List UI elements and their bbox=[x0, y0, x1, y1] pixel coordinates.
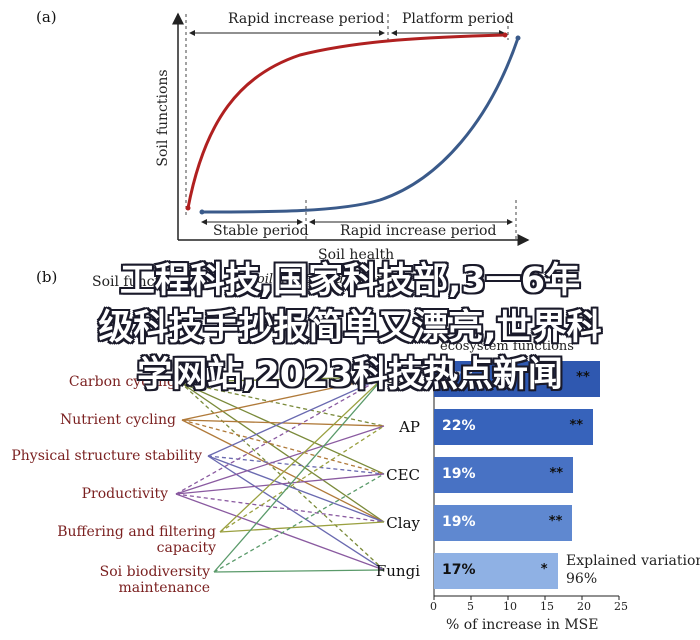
period-platform: Platform period bbox=[402, 11, 514, 27]
bar-sig-fungi: * bbox=[540, 562, 548, 577]
bar-value-fungi: 17% bbox=[442, 562, 476, 578]
function-physical-structure: Physical structure stability bbox=[11, 448, 202, 464]
overlay-line-1: 工程科技,国家科技部,3一6年 bbox=[119, 261, 581, 301]
link-0-3 bbox=[179, 381, 385, 523]
link-1-0 bbox=[181, 376, 385, 421]
bar-value-ap: 22% bbox=[442, 418, 476, 434]
bar-sig-soc: ** bbox=[576, 370, 590, 385]
function-productivity: Productivity bbox=[81, 486, 168, 502]
link-2-4 bbox=[207, 455, 385, 571]
panel-a-x-label: Soil health bbox=[318, 247, 395, 263]
function-buffering: Buffering and filtering capacity bbox=[57, 524, 216, 556]
indicator-clay: Clay bbox=[386, 514, 420, 532]
explained-variation-value: 96% bbox=[566, 571, 598, 587]
overlay-headline: 工程科技,国家科技部,3一6年 级科技手抄报简单又漂亮,世界科 学网站,2023… bbox=[0, 258, 700, 399]
soil-function-curve bbox=[186, 33, 506, 209]
bar-sig-cec: ** bbox=[549, 466, 564, 481]
indicator-cec: CEC bbox=[386, 466, 420, 484]
function-nutrient-cycling: Nutrient cycling bbox=[60, 412, 176, 428]
indicator-soc: SOC bbox=[385, 369, 420, 387]
panel-b-right-header-2: ecosystem functions bbox=[440, 339, 574, 354]
mse-axis-label: % of increase in MSE bbox=[446, 617, 599, 633]
function-carbon-cycling: Carbon cycling bbox=[68, 374, 176, 390]
link-3-0 bbox=[175, 376, 385, 495]
explained-variation-label: Explained variation: bbox=[566, 553, 700, 569]
tick-25: 25 bbox=[614, 600, 628, 613]
indicator-fungi: Fungi bbox=[375, 562, 420, 580]
link-1-3 bbox=[181, 419, 385, 523]
tick-15: 15 bbox=[540, 600, 554, 613]
period-rapid-increase-top: Rapid increase period bbox=[228, 11, 385, 27]
panel-b-label: (b) bbox=[36, 268, 58, 286]
link-2-3 bbox=[207, 455, 385, 523]
bar-value-cec: 19% bbox=[442, 466, 476, 482]
function-biodiversity: Soi biodiversity maintenance bbox=[99, 564, 210, 596]
period-rapid-increase-bottom: Rapid increase period bbox=[340, 223, 497, 239]
bar-sig-ap: ** bbox=[569, 418, 584, 433]
bar-value-soc: 27% bbox=[442, 370, 476, 386]
tick-5: 5 bbox=[467, 600, 474, 613]
soil-indicator-curve bbox=[201, 37, 520, 214]
period-stable: Stable period bbox=[213, 223, 309, 239]
link-3-4 bbox=[175, 493, 385, 571]
link-0-4 bbox=[179, 381, 385, 571]
function-indicator-links bbox=[175, 376, 385, 573]
bar-ap: 22% ** bbox=[434, 409, 594, 445]
bar-value-clay: 19% bbox=[442, 514, 476, 530]
tick-20: 20 bbox=[577, 600, 591, 613]
bar-clay: 19% ** bbox=[434, 505, 573, 541]
bar-sig-clay: ** bbox=[548, 514, 563, 529]
link-5-0 bbox=[213, 376, 385, 573]
link-2-0 bbox=[207, 376, 385, 457]
tick-10: 10 bbox=[503, 600, 517, 613]
tick-0: 0 bbox=[430, 600, 437, 613]
panel-b-left-header: Soil functions bbox=[92, 274, 190, 290]
link-2-2 bbox=[207, 455, 385, 475]
link-5-4 bbox=[213, 569, 385, 573]
link-3-1 bbox=[175, 425, 385, 495]
panel-b-right-header-1: Soil health indicators bbox=[248, 272, 389, 287]
link-0-0 bbox=[179, 376, 385, 383]
link-3-2 bbox=[175, 473, 385, 495]
link-5-2 bbox=[213, 473, 385, 573]
link-3-3 bbox=[175, 493, 385, 523]
bar-cec: 19% ** bbox=[434, 457, 574, 493]
link-4-0 bbox=[219, 376, 385, 533]
link-4-3 bbox=[219, 521, 385, 533]
indicator-ap: AP bbox=[399, 418, 420, 436]
link-4-1 bbox=[219, 425, 385, 533]
link-0-2 bbox=[179, 381, 385, 475]
bar-fungi: 17% * bbox=[434, 553, 558, 589]
panel-a-label: (a) bbox=[36, 8, 57, 26]
overlay-line-3: 学网站,2023科技热点新闻 bbox=[137, 355, 563, 395]
overlay-line-2: 级科技手抄报简单又漂亮,世界科 bbox=[98, 308, 602, 348]
bar-soc: 27% ** bbox=[434, 361, 600, 397]
